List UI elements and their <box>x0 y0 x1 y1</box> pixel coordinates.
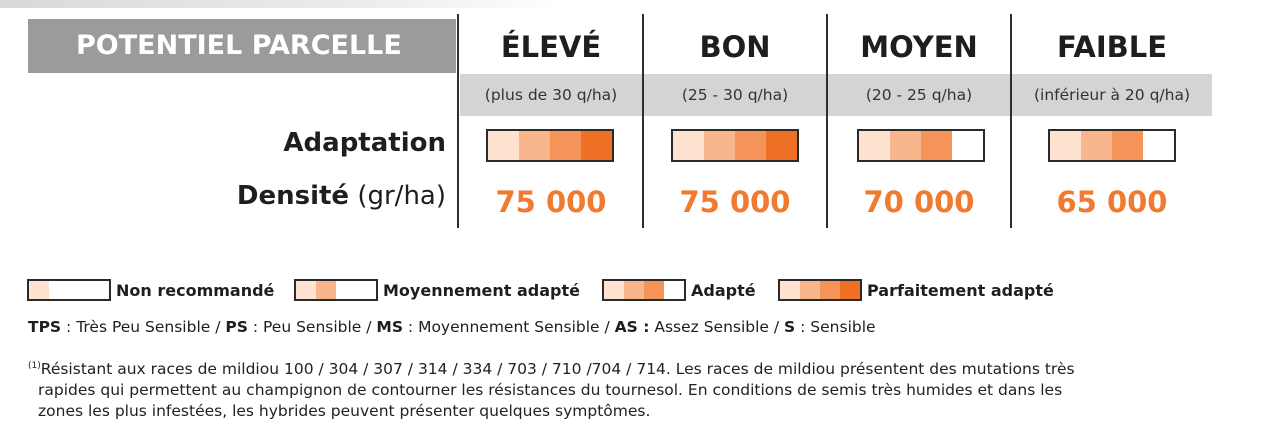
bar-segment-filled <box>840 281 860 299</box>
abbr-code: TPS <box>28 318 62 336</box>
footnote-line: (1)Résistant aux races de mildiou 100 / … <box>28 356 1273 380</box>
range-bon: (25 - 30 q/ha) <box>681 86 789 104</box>
bar-segment-filled <box>766 131 797 160</box>
bar-segment-empty <box>356 281 376 299</box>
bar-segment-filled <box>296 281 316 299</box>
adaptation-bar-eleve <box>486 129 614 162</box>
footnote: (1)Résistant aux races de mildiou 100 / … <box>28 356 1273 422</box>
adaptation-bar-bon <box>671 129 799 162</box>
bar-segment-empty <box>49 281 69 299</box>
abbr-sep: : <box>403 318 419 336</box>
bar-segment-filled <box>1112 131 1143 160</box>
adaptation-bar-faible <box>1048 129 1176 162</box>
bar-segment-empty <box>952 131 983 160</box>
bar-segment-filled <box>581 131 612 160</box>
top-shadow <box>0 0 560 8</box>
bar-segment-filled <box>820 281 840 299</box>
bar-segment-empty <box>1143 131 1174 160</box>
footnote-marker: (1) <box>28 361 41 371</box>
abbr-sep: / <box>599 318 615 336</box>
range-moyen: (20 - 25 q/ha) <box>865 86 973 104</box>
density-unit: (gr/ha) <box>357 181 446 211</box>
column-divider <box>1010 14 1012 228</box>
bar-segment-filled <box>890 131 921 160</box>
abbr-text: Très Peu Sensible <box>76 318 211 336</box>
bar-segment-filled <box>921 131 952 160</box>
abbr-sep: / <box>768 318 785 336</box>
bar-segment-filled <box>550 131 581 160</box>
table-title: POTENTIEL PARCELLE <box>28 19 456 73</box>
bar-segment-filled <box>488 131 519 160</box>
abbr-text: Assez Sensible <box>654 318 769 336</box>
legend-label-non-recommande: Non recommandé <box>116 281 275 300</box>
bar-segment-filled <box>1050 131 1081 160</box>
bar-segment-filled <box>519 131 550 160</box>
density-value-faible: 65 000 <box>1056 185 1168 219</box>
column-divider <box>826 14 828 228</box>
bar-segment-filled <box>624 281 644 299</box>
abbr-text: Sensible <box>810 318 876 336</box>
bar-segment-filled <box>644 281 664 299</box>
bar-segment-filled <box>29 281 49 299</box>
footnote-line: rapides qui permettent au champignon de … <box>38 381 1063 399</box>
column-divider <box>457 14 459 228</box>
footnote-text: Résistant aux races de mildiou 100 / 304… <box>40 360 1075 378</box>
bar-segment-filled <box>704 131 735 160</box>
abbr-text: Peu Sensible <box>262 318 362 336</box>
abbr-sep: : <box>795 318 811 336</box>
legend-swatch-parfaitement-adapte <box>778 279 862 301</box>
bar-segment-filled <box>780 281 800 299</box>
legend-swatch-non-recommande <box>27 279 111 301</box>
density-value-moyen: 70 000 <box>863 185 975 219</box>
column-header-bon: BON <box>699 30 771 64</box>
bar-segment-filled <box>1081 131 1112 160</box>
abbr-sep: : <box>247 318 263 336</box>
abbr-text: Moyennement Sensible <box>418 318 600 336</box>
abbr-sep: / <box>210 318 226 336</box>
adaptation-row-label: Adaptation <box>28 128 446 158</box>
bar-segment-filled <box>800 281 820 299</box>
abbreviation-line: TPS : Très Peu Sensible / PS : Peu Sensi… <box>28 318 876 336</box>
legend-label-parfaitement-adapte: Parfaitement adapté <box>867 281 1054 300</box>
abbr-sep: : <box>61 318 77 336</box>
range-subheader-band <box>460 74 1212 116</box>
abbr-code: AS : <box>614 318 650 336</box>
abbr-code: S <box>784 318 796 336</box>
bar-segment-empty <box>664 281 684 299</box>
density-row-label: Densité (gr/ha) <box>28 181 446 211</box>
adaptation-label: Adaptation <box>283 128 446 158</box>
legend-swatch-adapte <box>602 279 686 301</box>
bar-segment-filled <box>316 281 336 299</box>
abbr-code: PS <box>225 318 248 336</box>
legend-label-adapte: Adapté <box>691 281 756 300</box>
column-divider <box>642 14 644 228</box>
column-header-moyen: MOYEN <box>860 30 978 64</box>
bar-segment-filled <box>673 131 704 160</box>
density-value-bon: 75 000 <box>679 185 791 219</box>
adaptation-bar-moyen <box>857 129 985 162</box>
abbr-sep: / <box>361 318 377 336</box>
bar-segment-filled <box>604 281 624 299</box>
bar-segment-empty <box>336 281 356 299</box>
bar-segment-filled <box>735 131 766 160</box>
bar-segment-empty <box>69 281 89 299</box>
range-faible: (inférieur à 20 q/ha) <box>1033 86 1190 104</box>
bar-segment-empty <box>89 281 109 299</box>
density-label: Densité <box>236 181 350 211</box>
abbr-code: MS <box>376 318 403 336</box>
legend-swatch-moyennement-adapte <box>294 279 378 301</box>
column-header-faible: FAIBLE <box>1056 30 1168 64</box>
density-value-eleve: 75 000 <box>495 185 607 219</box>
column-header-eleve: ÉLEVÉ <box>500 30 602 64</box>
legend-label-moyennement-adapte: Moyennement adapté <box>383 281 580 300</box>
bar-segment-filled <box>859 131 890 160</box>
range-eleve: (plus de 30 q/ha) <box>484 86 618 104</box>
footnote-line: zones les plus infestées, les hybrides p… <box>38 402 651 420</box>
